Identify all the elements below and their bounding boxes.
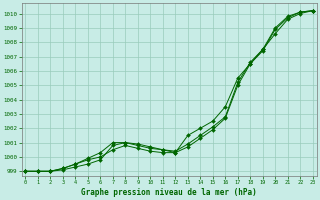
X-axis label: Graphe pression niveau de la mer (hPa): Graphe pression niveau de la mer (hPa) <box>81 188 257 197</box>
